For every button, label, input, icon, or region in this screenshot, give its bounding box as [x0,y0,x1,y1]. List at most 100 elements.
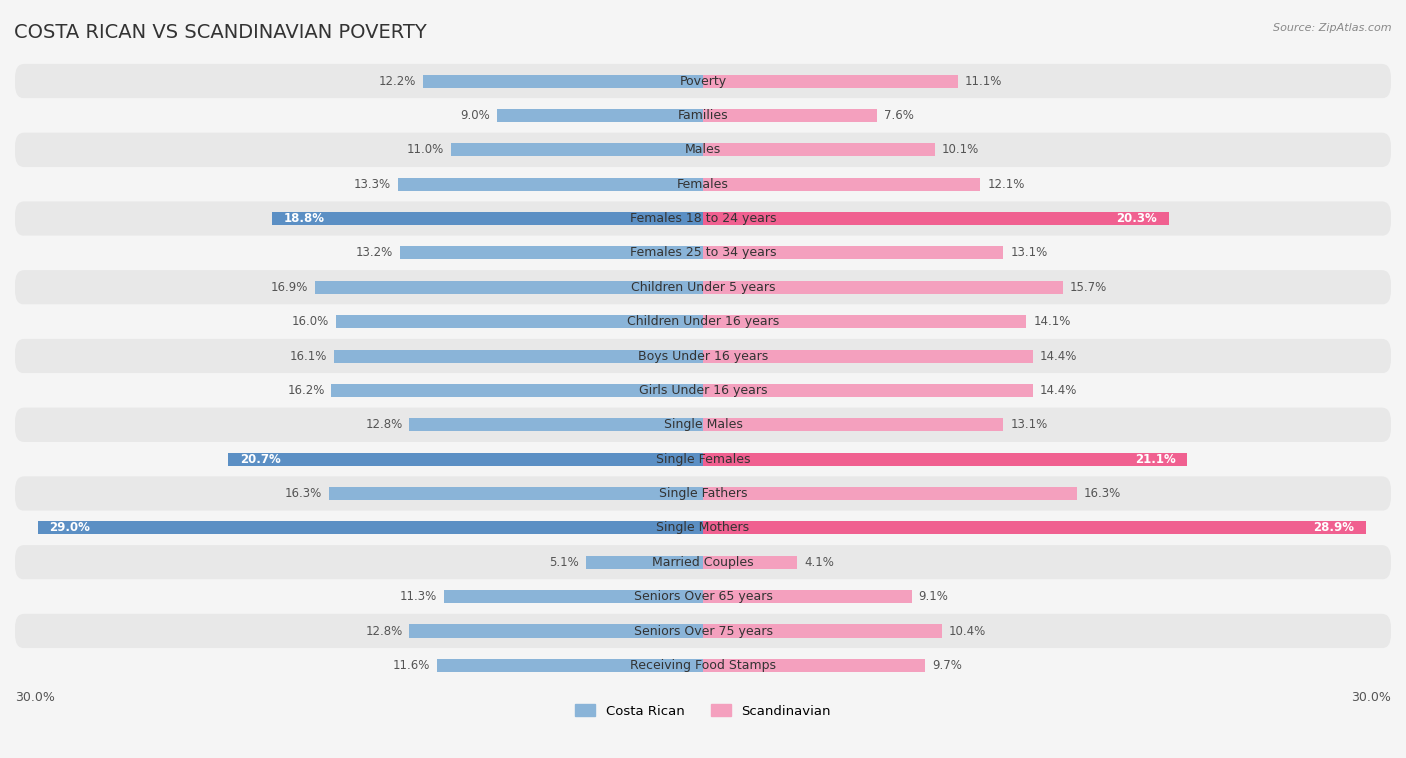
Bar [703,315,1026,328]
Text: 10.1%: 10.1% [942,143,979,156]
Text: 30.0%: 30.0% [1351,691,1391,704]
Text: 16.9%: 16.9% [271,280,308,294]
Bar [703,522,1365,534]
Text: Source: ZipAtlas.com: Source: ZipAtlas.com [1274,23,1392,33]
Bar [703,109,877,122]
FancyBboxPatch shape [15,579,1391,614]
Bar [315,280,703,294]
Text: 9.0%: 9.0% [460,109,489,122]
Text: 9.7%: 9.7% [932,659,962,672]
Bar [703,212,1168,225]
FancyBboxPatch shape [15,339,1391,373]
Text: 11.6%: 11.6% [392,659,430,672]
Bar [228,453,703,465]
Text: Females: Females [678,177,728,191]
Bar [703,556,797,568]
Text: 13.1%: 13.1% [1011,246,1047,259]
Bar [703,418,1004,431]
Text: Boys Under 16 years: Boys Under 16 years [638,349,768,362]
Text: 14.1%: 14.1% [1033,315,1070,328]
Bar [336,315,703,328]
FancyBboxPatch shape [15,648,1391,682]
Text: 16.0%: 16.0% [292,315,329,328]
Bar [703,246,1004,259]
Legend: Costa Rican, Scandinavian: Costa Rican, Scandinavian [569,699,837,723]
Bar [444,590,703,603]
Bar [586,556,703,568]
Text: Poverty: Poverty [679,74,727,88]
Text: 16.3%: 16.3% [285,487,322,500]
Bar [703,349,1033,362]
Bar [703,625,942,637]
Bar [398,177,703,191]
Text: 11.3%: 11.3% [399,590,437,603]
Text: 16.3%: 16.3% [1084,487,1121,500]
Bar [703,453,1187,465]
FancyBboxPatch shape [15,373,1391,408]
Text: Females 25 to 34 years: Females 25 to 34 years [630,246,776,259]
FancyBboxPatch shape [15,305,1391,339]
Bar [423,74,703,88]
FancyBboxPatch shape [15,133,1391,167]
Text: 5.1%: 5.1% [550,556,579,568]
FancyBboxPatch shape [15,202,1391,236]
Text: Receiving Food Stamps: Receiving Food Stamps [630,659,776,672]
FancyBboxPatch shape [15,442,1391,476]
Text: 13.3%: 13.3% [354,177,391,191]
Text: Males: Males [685,143,721,156]
FancyBboxPatch shape [15,614,1391,648]
Bar [703,487,1077,500]
Text: Single Males: Single Males [664,418,742,431]
Bar [703,659,925,672]
Bar [496,109,703,122]
Text: 21.1%: 21.1% [1135,453,1175,465]
Bar [703,177,980,191]
Text: 20.7%: 20.7% [240,453,280,465]
Text: 11.1%: 11.1% [965,74,1002,88]
Text: Females 18 to 24 years: Females 18 to 24 years [630,212,776,225]
Text: 7.6%: 7.6% [884,109,914,122]
Text: 15.7%: 15.7% [1070,280,1107,294]
Text: 29.0%: 29.0% [49,522,90,534]
Bar [437,659,703,672]
Bar [703,590,911,603]
Text: 20.3%: 20.3% [1116,212,1157,225]
Text: 12.8%: 12.8% [366,625,402,637]
Bar [38,522,703,534]
Text: 18.8%: 18.8% [284,212,325,225]
Bar [329,487,703,500]
Text: Seniors Over 65 years: Seniors Over 65 years [634,590,772,603]
FancyBboxPatch shape [15,167,1391,202]
Text: 30.0%: 30.0% [15,691,55,704]
Text: Single Females: Single Females [655,453,751,465]
Text: 10.4%: 10.4% [949,625,986,637]
Bar [703,143,935,156]
Bar [703,280,1063,294]
FancyBboxPatch shape [15,476,1391,511]
Text: 13.2%: 13.2% [356,246,394,259]
FancyBboxPatch shape [15,511,1391,545]
Text: 14.4%: 14.4% [1040,349,1077,362]
Bar [333,349,703,362]
Bar [401,246,703,259]
Text: 11.0%: 11.0% [406,143,444,156]
Text: Girls Under 16 years: Girls Under 16 years [638,384,768,397]
Text: Married Couples: Married Couples [652,556,754,568]
Text: 9.1%: 9.1% [918,590,949,603]
Text: COSTA RICAN VS SCANDINAVIAN POVERTY: COSTA RICAN VS SCANDINAVIAN POVERTY [14,23,427,42]
Bar [703,74,957,88]
FancyBboxPatch shape [15,64,1391,99]
Bar [409,418,703,431]
Text: 16.1%: 16.1% [290,349,326,362]
Bar [409,625,703,637]
FancyBboxPatch shape [15,545,1391,579]
Text: Children Under 5 years: Children Under 5 years [631,280,775,294]
FancyBboxPatch shape [15,99,1391,133]
FancyBboxPatch shape [15,236,1391,270]
Text: Children Under 16 years: Children Under 16 years [627,315,779,328]
Text: Single Mothers: Single Mothers [657,522,749,534]
Text: Families: Families [678,109,728,122]
Text: 12.8%: 12.8% [366,418,402,431]
Text: 12.2%: 12.2% [380,74,416,88]
Bar [271,212,703,225]
